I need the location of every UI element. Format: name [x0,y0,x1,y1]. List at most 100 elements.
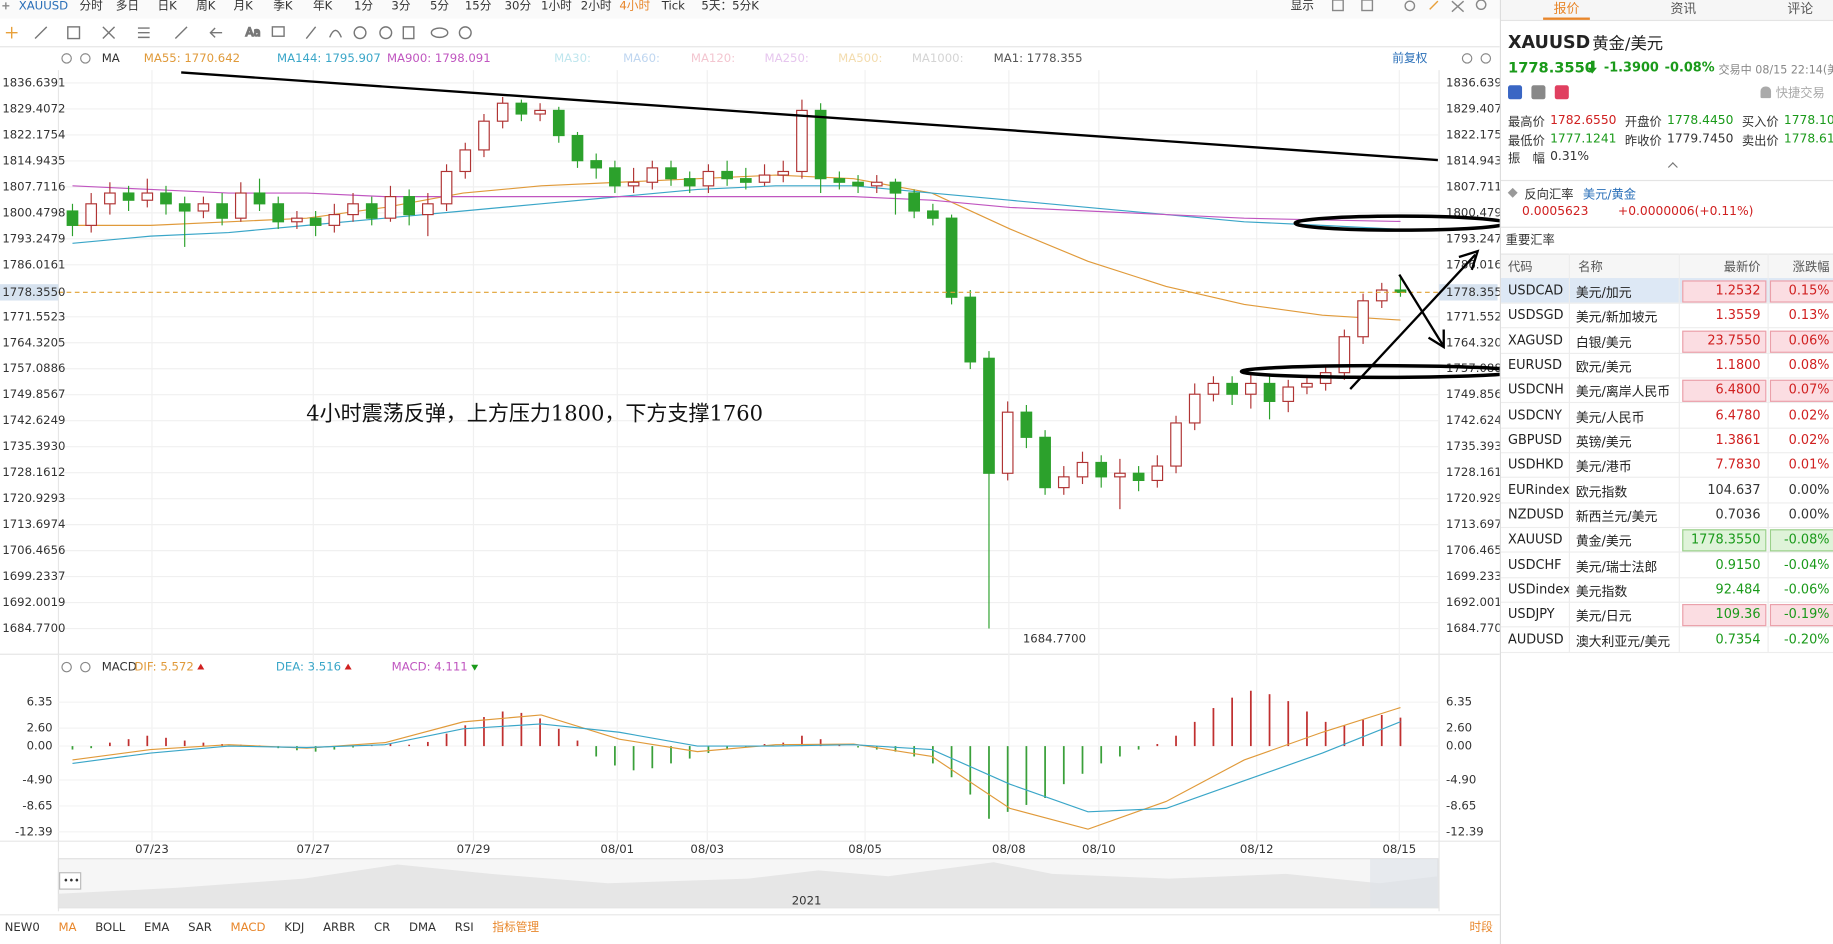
row-line [1501,551,1833,553]
table-cell[interactable]: XAGUSD [1508,332,1563,348]
table-cell[interactable]: USDindex [1508,581,1569,597]
period-button[interactable]: 月K [233,0,253,12]
period-button[interactable]: 1小时 [541,0,572,12]
icon[interactable] [1508,85,1523,100]
x-tick-label: 07/23 [135,842,169,856]
session-button[interactable]: 时段 [1469,920,1493,934]
y-tick-label: -12.39 [1446,824,1484,838]
period-button[interactable]: 多日 [116,0,139,12]
toolbar-symbol[interactable]: XAUUSD [19,0,68,12]
table-header: 名称 [1578,260,1603,275]
table-cell[interactable]: USDJPY [1508,606,1555,622]
tab[interactable]: 评论 [1787,1,1814,17]
table-cell[interactable]: GBPUSD [1508,432,1563,448]
display-button[interactable]: 显示 [1291,0,1314,12]
period-button[interactable]: 3分 [391,0,410,12]
indicator-button[interactable]: RSI [455,920,474,934]
table-cell[interactable]: EURindex [1508,482,1569,498]
table-cell[interactable]: EURUSD [1508,357,1562,373]
period-button[interactable]: 15分 [465,0,492,12]
period-button[interactable]: 年K [313,0,333,12]
table-cell[interactable]: USDCAD [1508,282,1564,298]
y-tick-label: 1793.2479 [1446,231,1500,245]
y-tick-label: 1684.7700 [2,621,65,635]
status: 交易中 08/15 22:14(美东) [1718,64,1833,78]
period-button[interactable]: 2小时 [581,0,612,12]
icon[interactable] [1531,85,1546,100]
stat-value: 1778.4450 [1667,113,1734,128]
table-cell[interactable]: USDSGD [1508,307,1564,323]
indicator-button[interactable]: KDJ [284,920,304,934]
indicator-button[interactable]: DMA [409,920,436,934]
current-price-label: 1778.3550 [1446,285,1500,299]
y-tick-label: 1713.6974 [1446,517,1500,531]
expand-chevron[interactable] [1667,162,1678,173]
indicator-button[interactable]: BOLL [95,920,126,934]
period-button[interactable]: 季K [273,0,293,12]
candle-body [1282,386,1295,402]
indicator-button[interactable]: 指标管理 [492,920,539,934]
candle-body [870,181,883,187]
quick-trade[interactable]: 快捷交易 [1775,86,1825,101]
navigator-window[interactable] [1370,858,1438,908]
candle-body [683,178,696,187]
tab[interactable]: 资讯 [1670,1,1697,17]
table-cell[interactable]: USDCHF [1508,556,1562,573]
y-tick-label: 1822.1754 [1446,127,1500,141]
ma-legend-item: MA120: [691,51,735,65]
stat-label: 振 幅 [1508,151,1545,166]
candle-body [384,196,397,219]
indicator-button[interactable]: MA [58,920,76,934]
row-line [1501,402,1833,404]
icon[interactable] [1554,85,1569,100]
candle-body [1207,382,1220,395]
divider [1501,226,1833,228]
candle-body [609,167,621,187]
table-cell[interactable]: USDCNY [1508,407,1562,423]
indicator-button[interactable]: CR [374,920,390,934]
x-tick-label: 08/08 [992,842,1026,856]
candle-body [1357,300,1369,338]
indicator-button[interactable]: EMA [144,920,169,934]
candle-body [104,192,116,205]
period-button[interactable]: 日K [158,0,178,12]
period-button[interactable]: 4小时 [619,0,650,12]
table-cell: 1.1800 [1715,357,1761,373]
ma-legend-item: MA1: 1778.355 [994,51,1083,65]
tab[interactable]: 报价 [1543,0,1590,20]
period-button[interactable]: 1分 [354,0,373,12]
dea-line [72,721,1401,813]
candle-body [122,192,135,201]
table-header[interactable]: 最新价 [1723,260,1761,275]
period-button[interactable]: 周K [196,0,216,12]
table-cell: -0.06% [1784,581,1830,597]
period-button[interactable]: 5分 [430,0,449,12]
period-button[interactable]: 分时 [80,0,104,12]
candle-body [1263,382,1276,402]
table-cell: -0.08% [1784,531,1830,548]
period-button[interactable]: 30分 [505,0,532,12]
ma-legend-item: MA1000: [912,51,964,65]
candle-body [983,357,995,474]
y-tick-label: 1829.4072 [1446,101,1500,115]
table-cell[interactable]: USDHKD [1508,457,1564,473]
table-cell[interactable]: NZDUSD [1508,507,1564,523]
y-tick-label: -12.39 [15,824,53,838]
table-cell[interactable]: USDCNH [1508,382,1564,398]
period-button[interactable]: Tick [661,0,685,12]
candle-body [1151,465,1164,482]
table-cell[interactable]: AUDUSD [1508,631,1564,647]
period-button[interactable]: 5天：5分K [701,0,759,12]
table-cell[interactable]: XAUUSD [1508,531,1563,548]
indicator-button[interactable]: ARBR [323,920,355,934]
indicator-button[interactable]: SAR [188,920,212,934]
candle-body [777,170,790,176]
table-header[interactable]: 涨跌幅 [1792,260,1830,275]
navigator-menu[interactable] [59,872,82,890]
indicator-button[interactable]: MACD [231,920,266,934]
stat-value: 0.31% [1550,149,1590,164]
adjust-button[interactable]: 前复权 [1392,51,1427,65]
indicator-button[interactable]: NEW0 [5,920,40,934]
candle-body [422,203,434,216]
reverse-pair[interactable]: 美元/黄金 [1582,188,1637,203]
